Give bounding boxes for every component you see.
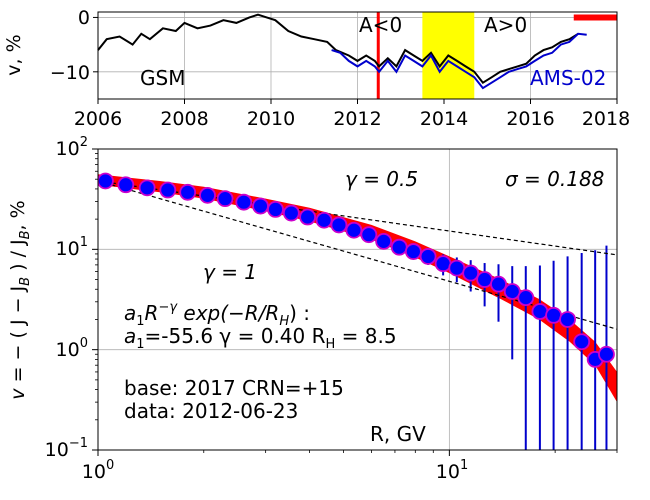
top-ticks (93, 16, 618, 104)
data-point (267, 201, 284, 218)
bottom-ylabel: v = − ( J − JB ) / JB, % (7, 200, 33, 399)
bottom-axes-frame (97, 148, 618, 451)
gamma-1-label: γ = 1 (203, 260, 257, 284)
params-label: a1=-55.6 γ = 0.40 RH = 8.5 (124, 324, 397, 352)
formula-label: a1R−γ exp(−R/RH) : (124, 300, 310, 329)
top-xtick-2014: 2014 (420, 108, 468, 130)
data-date-label: data: 2012-06-23 (124, 399, 298, 423)
data-point (462, 264, 480, 282)
bottom-ytick-100: 102 (56, 135, 88, 160)
data-point (503, 283, 521, 300)
data-points (98, 172, 615, 368)
bottom-ytick-0-1: 10−1 (45, 436, 88, 461)
bottom-xtick-10: 101 (436, 458, 468, 483)
data-point (390, 238, 408, 256)
data-point (299, 208, 317, 226)
bottom-panel: v = − ( J − JB ) / JB, % 100 101 10−1 10… (7, 135, 618, 483)
gsm-series-line (97, 13, 579, 85)
gsm-label: GSM (140, 66, 185, 90)
data-point (404, 243, 422, 260)
data-point (419, 248, 437, 265)
data-point (252, 197, 269, 215)
top-ylabel: v, % (3, 34, 25, 75)
data-point (517, 289, 535, 307)
xlabel: R, GV (370, 422, 426, 446)
data-point (598, 345, 615, 363)
data-point (117, 176, 135, 194)
data-point (282, 204, 300, 222)
base-label: base: 2017 CRN=+15 (124, 376, 344, 400)
data-point (138, 179, 156, 197)
sigma-label: σ = 0.188 (505, 167, 604, 191)
bottom-ytick-1: 100 (56, 336, 88, 361)
top-ytick-0: 0 (78, 7, 90, 29)
data-point (545, 306, 562, 324)
data-point (330, 216, 348, 234)
data-point (159, 181, 177, 199)
bottom-xtick-1: 100 (82, 458, 114, 483)
data-point (434, 255, 452, 273)
data-point (216, 190, 234, 208)
top-panel: v, % 2006 2008 2010 2012 2014 2016 2018 … (3, 7, 630, 130)
top-ytick-neg10: −10 (50, 62, 90, 84)
data-point (531, 303, 549, 320)
bottom-ticks (92, 148, 618, 456)
ams-label: AMS-02 (530, 66, 606, 90)
a-positive-label: A>0 (484, 13, 527, 37)
data-point (490, 275, 507, 293)
error-bars (104, 180, 608, 450)
data-point (375, 232, 393, 250)
top-xtick-2006: 2006 (74, 108, 122, 130)
data-point (345, 221, 363, 239)
top-xtick-2008: 2008 (160, 108, 208, 130)
ams-series-line (331, 32, 587, 90)
top-xtick-2010: 2010 (247, 108, 295, 130)
data-point (179, 183, 197, 201)
data-point (360, 226, 378, 244)
data-point (476, 271, 494, 288)
top-xtick-2016: 2016 (506, 108, 554, 130)
data-point (98, 172, 114, 190)
bottom-ytick-10: 101 (56, 235, 88, 260)
top-xtick-2012: 2012 (333, 108, 381, 130)
a-negative-label: A<0 (359, 13, 402, 37)
data-point (573, 333, 591, 351)
gamma-0-5-label: γ = 0.5 (345, 167, 418, 191)
data-point (448, 259, 466, 277)
data-point (559, 311, 576, 328)
data-point (235, 193, 253, 211)
data-point (315, 211, 333, 229)
top-xtick-2018: 2018 (582, 108, 630, 130)
data-point (199, 186, 216, 204)
